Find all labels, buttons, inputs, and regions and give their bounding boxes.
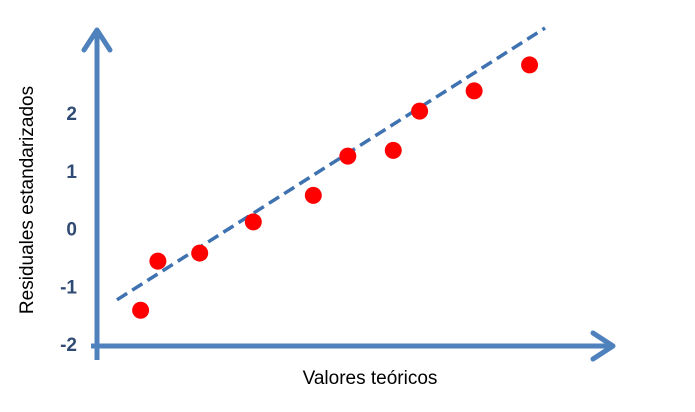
fit-line (116, 26, 546, 302)
data-point (304, 186, 322, 204)
y-axis-title: Residuales estandarizados (17, 86, 38, 314)
y-tick-label: 2 (66, 104, 77, 125)
y-axis-arrow (81, 27, 113, 53)
y-tick-label: -1 (60, 277, 77, 298)
data-point (465, 82, 483, 100)
data-point (149, 252, 167, 270)
data-point (191, 244, 209, 262)
x-axis-arrow (590, 330, 616, 362)
data-point (132, 301, 150, 319)
data-point (244, 213, 262, 231)
x-axis-title: Valores teóricos (303, 368, 438, 389)
y-tick-label: 1 (66, 162, 77, 183)
data-point (384, 141, 402, 159)
y-tick-label: 0 (66, 220, 77, 241)
data-point (339, 147, 357, 165)
y-tick-label: -2 (60, 335, 77, 356)
data-point (521, 56, 539, 74)
data-point (411, 102, 429, 120)
